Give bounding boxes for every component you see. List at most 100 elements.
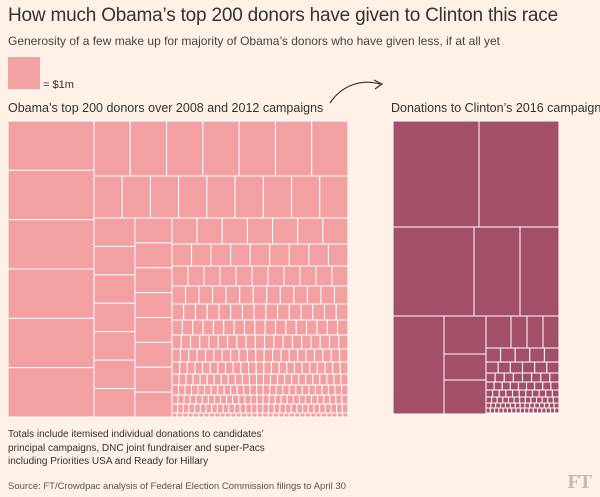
donor-cell [236, 384, 245, 396]
donor-cell [230, 384, 238, 396]
donor-cell [339, 348, 349, 363]
donor-cell [233, 403, 241, 414]
donor-cell [323, 394, 331, 405]
donor-cell [500, 412, 505, 415]
donor-cell [267, 412, 274, 418]
donor-cell [252, 285, 268, 305]
donor-cell [275, 384, 284, 396]
donor-cell [485, 381, 495, 391]
donor-cell [311, 394, 319, 405]
donor-cell [235, 412, 242, 418]
donor-cell [320, 285, 335, 305]
donor-cell [503, 412, 509, 415]
donor-cell [251, 412, 258, 418]
donor-cell [204, 384, 212, 396]
donor-cell [190, 334, 201, 350]
donor-cell [121, 175, 151, 219]
donor-cell [262, 384, 271, 396]
clinton-panel-title: Donations to Clinton’s 2016 campaign [391, 101, 600, 115]
donor-cell [243, 319, 256, 336]
donor-cell [285, 319, 297, 336]
donor-cell [326, 412, 333, 418]
donor-cell [485, 407, 491, 414]
donor-cell [244, 394, 252, 405]
donor-cell [225, 361, 234, 375]
donor-cell [305, 348, 315, 363]
clinton-treemap [392, 120, 560, 415]
donor-cell [283, 412, 290, 418]
donor-cell [185, 285, 200, 305]
donor-cell [191, 243, 212, 267]
donor-cell [179, 361, 188, 375]
donor-cell [192, 373, 201, 386]
donor-cell [93, 175, 123, 219]
donor-cell [532, 412, 538, 415]
donor-cell [540, 412, 545, 415]
donor-cell [199, 334, 210, 350]
donor-cell [504, 402, 511, 409]
donor-cell [492, 389, 500, 398]
donor-cell [314, 384, 323, 396]
donor-cell [134, 242, 173, 269]
donor-cell [180, 334, 192, 350]
donor-cell [534, 402, 541, 409]
donor-cell [230, 303, 243, 321]
donor-cell [199, 373, 208, 386]
donor-cell [286, 394, 294, 405]
donor-cell [272, 217, 299, 245]
donor-cell [189, 394, 197, 405]
donor-cell [526, 315, 544, 349]
donor-cell [543, 412, 549, 415]
donor-cell [171, 373, 180, 386]
donor-cell [529, 402, 536, 409]
donor-cell [198, 412, 205, 418]
donor-cell [226, 394, 234, 405]
chart-title: How much Obama’s top 200 donors have giv… [8, 5, 558, 26]
donor-cell [228, 403, 235, 414]
donor-cell [541, 407, 547, 414]
donor-cell [245, 334, 256, 350]
donor-cell [505, 389, 514, 398]
donor-cell [278, 412, 285, 418]
donor-cell [171, 303, 185, 321]
donor-cell [268, 394, 276, 405]
donor-cell [265, 303, 279, 321]
donor-cell [219, 412, 226, 418]
donor-cell [201, 394, 209, 405]
donor-cell [171, 394, 179, 405]
donor-cell [129, 120, 168, 177]
legend-swatch [8, 57, 40, 89]
donor-cell [322, 348, 332, 363]
donor-cell [507, 412, 513, 415]
donor-cell [319, 334, 330, 350]
donor-cell [498, 389, 507, 398]
donor-cell [331, 412, 338, 418]
donor-cell [93, 217, 136, 247]
note-line: including Priorities USA and Ready for H… [8, 456, 209, 467]
donor-cell [536, 412, 542, 415]
donor-cell [178, 373, 187, 386]
donor-cell [305, 373, 314, 386]
donor-cell [522, 361, 536, 374]
donor-cell [485, 389, 494, 398]
donor-cell [490, 402, 497, 409]
donor-cell [341, 394, 349, 405]
donor-cell [283, 265, 301, 287]
donor-cell [337, 319, 349, 336]
donor-cell [341, 403, 349, 414]
donor-cell [300, 303, 314, 321]
donor-cell [542, 315, 560, 349]
donor-cell [274, 120, 313, 177]
donor-cell [537, 407, 543, 414]
donor-cell [522, 372, 533, 383]
donor-cell [312, 373, 321, 386]
donor-cell [238, 348, 248, 363]
donor-cell [291, 175, 321, 219]
donor-cell [549, 372, 560, 383]
donor-cell [178, 175, 208, 219]
donor-cell [183, 303, 196, 321]
donor-cell [264, 319, 277, 336]
donor-cell [194, 361, 204, 375]
donor-cell [545, 389, 553, 398]
donor-cell [502, 396, 509, 404]
